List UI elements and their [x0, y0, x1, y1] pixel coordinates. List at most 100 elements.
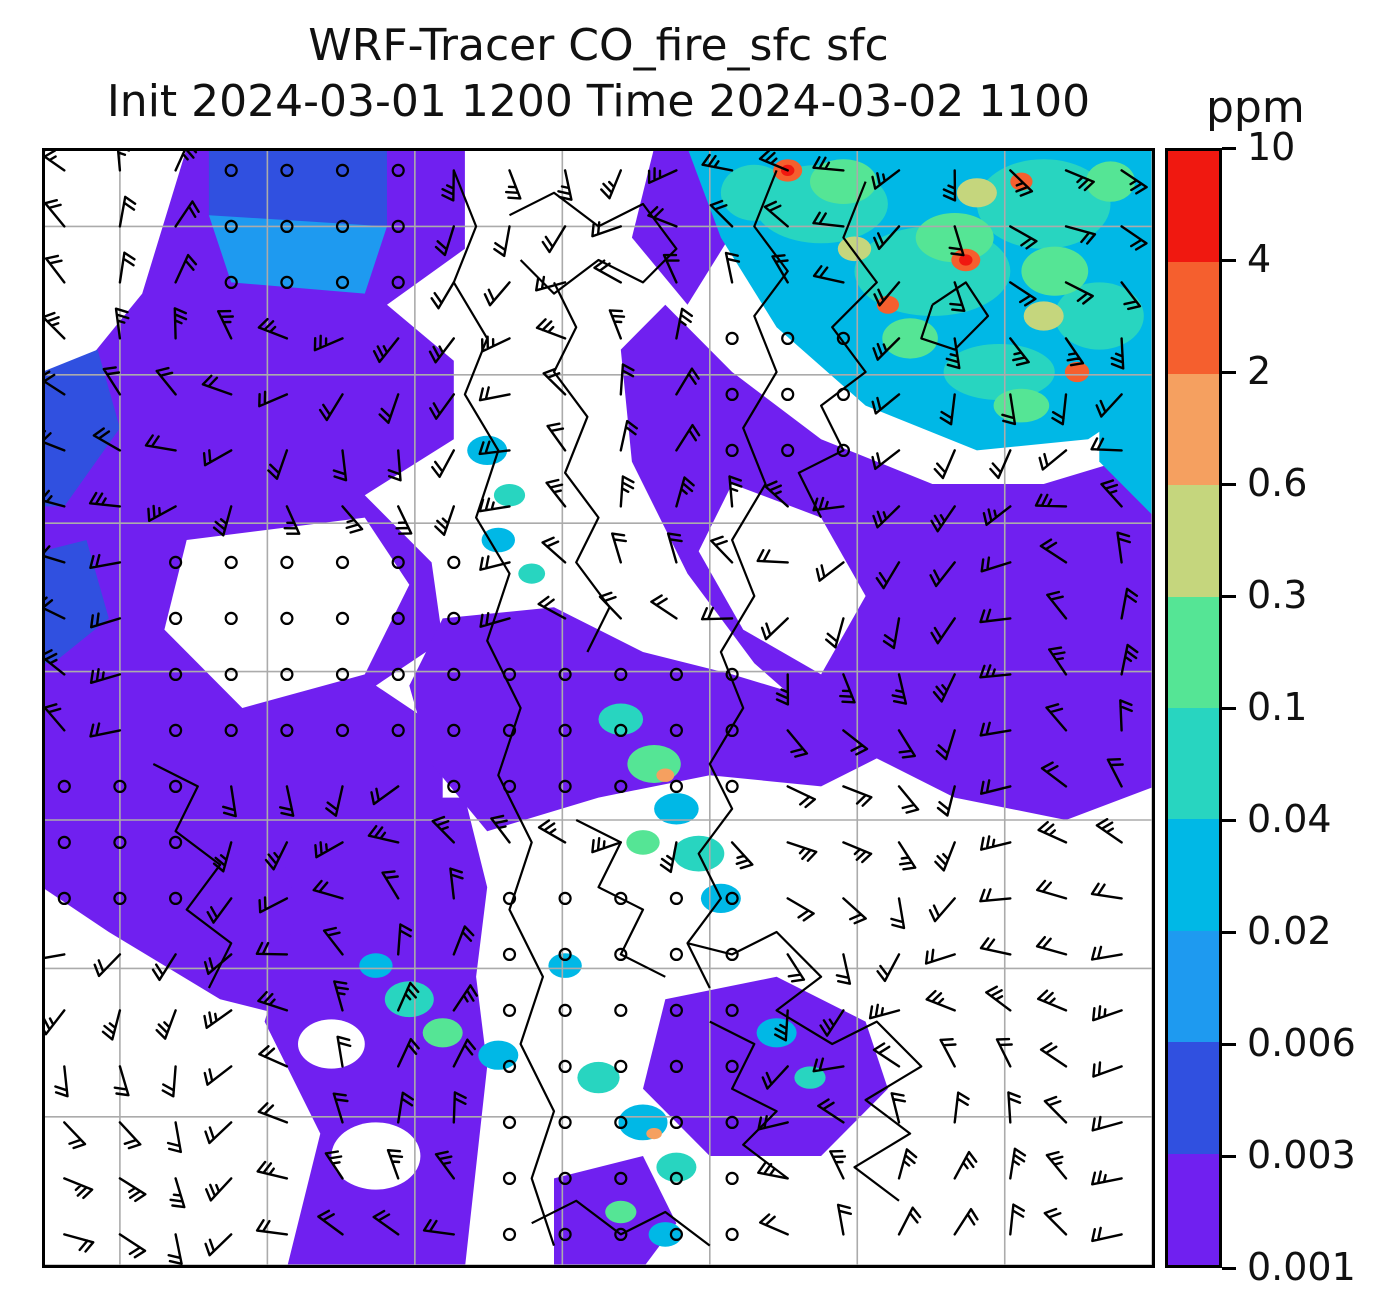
fill-region-east-clear-hole — [698, 484, 866, 675]
fill-region-southeast-blob — [643, 976, 888, 1156]
calm-circle — [447, 555, 461, 569]
fill-spot — [959, 254, 973, 266]
fill-spot — [720, 164, 788, 221]
calm-circle — [725, 1227, 739, 1242]
calm-circle — [781, 387, 795, 401]
calm-circle — [725, 779, 739, 794]
calm-circle — [725, 1115, 739, 1130]
calm-circle — [169, 611, 183, 625]
figure-title: WRF-Tracer CO_fire_sfc sfc — [308, 20, 889, 71]
calm-circle — [169, 891, 183, 906]
fill-region-southwest-column — [264, 797, 488, 1268]
calm-circle — [502, 1059, 517, 1074]
calm-circle — [725, 387, 739, 401]
calm-circle — [224, 275, 238, 289]
calm-circle — [224, 667, 238, 682]
calm-circle — [614, 723, 628, 738]
calm-circle — [391, 611, 405, 625]
fill-region-north-lightblue — [208, 215, 387, 294]
calm-circle — [725, 723, 739, 738]
calm-circle — [280, 555, 294, 569]
fill-spot — [422, 1018, 463, 1048]
calm-circle — [502, 1115, 517, 1130]
calm-circle — [224, 219, 238, 234]
calm-circle — [502, 1171, 517, 1186]
map-plot — [42, 148, 1155, 1268]
colorbar-tick-label: 2 — [1247, 349, 1272, 394]
calm-circle — [614, 947, 628, 962]
calm-circle — [669, 891, 684, 906]
calm-circle — [669, 1003, 684, 1018]
calm-circle — [224, 611, 238, 625]
calm-circle — [614, 1227, 628, 1242]
calm-circle — [113, 891, 127, 906]
coastline — [686, 169, 789, 989]
colorbar-tick-label: 0.04 — [1247, 797, 1332, 842]
fill-spot — [548, 953, 582, 978]
fill-spot — [1021, 246, 1089, 296]
colorbar-segment — [1168, 596, 1219, 708]
fill-spot — [882, 318, 938, 359]
coastline — [552, 281, 611, 653]
colorbar — [1165, 148, 1222, 1268]
calm-circle — [169, 555, 183, 569]
map-border — [42, 148, 1155, 1268]
calm-circle — [447, 667, 461, 682]
calm-circle — [280, 723, 294, 738]
calm-circle — [725, 667, 739, 682]
calm-circle — [502, 779, 517, 794]
calm-circle — [781, 331, 795, 345]
colorbar-tick-label: 0.003 — [1247, 1133, 1356, 1178]
calm-circle — [57, 779, 71, 794]
colorbar-tick-label: 0.02 — [1247, 909, 1332, 954]
calm-circle — [725, 1171, 739, 1186]
calm-circle — [558, 1115, 572, 1130]
fill-spot — [993, 388, 1050, 423]
colorbar-segment — [1168, 930, 1219, 1043]
colorbar-tick — [1222, 1043, 1236, 1046]
fill-spot — [943, 344, 1055, 400]
calm-circle — [169, 723, 183, 738]
calm-circle — [224, 723, 238, 738]
calm-circle — [169, 779, 183, 794]
calm-circle — [447, 779, 461, 794]
fill-spot — [493, 484, 526, 507]
calm-circle — [558, 779, 572, 794]
calm-circle — [725, 331, 739, 345]
fill-region-central-band — [409, 607, 888, 832]
calm-circle — [57, 835, 71, 850]
calm-circle — [502, 1227, 517, 1242]
calm-circle — [669, 1059, 684, 1074]
calm-circle — [836, 387, 851, 401]
calm-circle — [614, 779, 628, 794]
calm-circle — [558, 1059, 572, 1074]
colorbar-segment — [1168, 373, 1219, 486]
fill-region-west-edge-blue-1 — [42, 349, 120, 507]
calm-circle — [669, 947, 684, 962]
calm-circle — [280, 667, 294, 682]
calm-circle — [280, 163, 294, 177]
fill-spot — [656, 768, 675, 782]
calm-circle — [502, 723, 517, 738]
calm-circle — [558, 1003, 572, 1018]
fill-region-west-edge-blue-2 — [42, 540, 109, 664]
colorbar-tick — [1222, 931, 1236, 934]
calm-circle — [836, 443, 851, 457]
calm-circle — [335, 275, 350, 289]
calm-circle — [836, 331, 851, 345]
colorbar-units-label: ppm — [1206, 82, 1305, 133]
calm-circle — [725, 891, 739, 906]
calm-circle — [335, 667, 350, 682]
calm-circle — [502, 891, 517, 906]
colorbar-segment — [1168, 1042, 1219, 1154]
calm-circle — [447, 723, 461, 738]
calm-circle — [502, 667, 517, 682]
calm-circle — [113, 779, 127, 794]
calm-circle — [280, 219, 294, 234]
calm-circle — [335, 219, 350, 234]
fill-region-east-band — [620, 304, 1155, 820]
calm-circle — [558, 1227, 572, 1242]
fill-spot — [598, 703, 644, 735]
calm-circle — [558, 891, 572, 906]
fill-spot — [648, 1222, 682, 1247]
